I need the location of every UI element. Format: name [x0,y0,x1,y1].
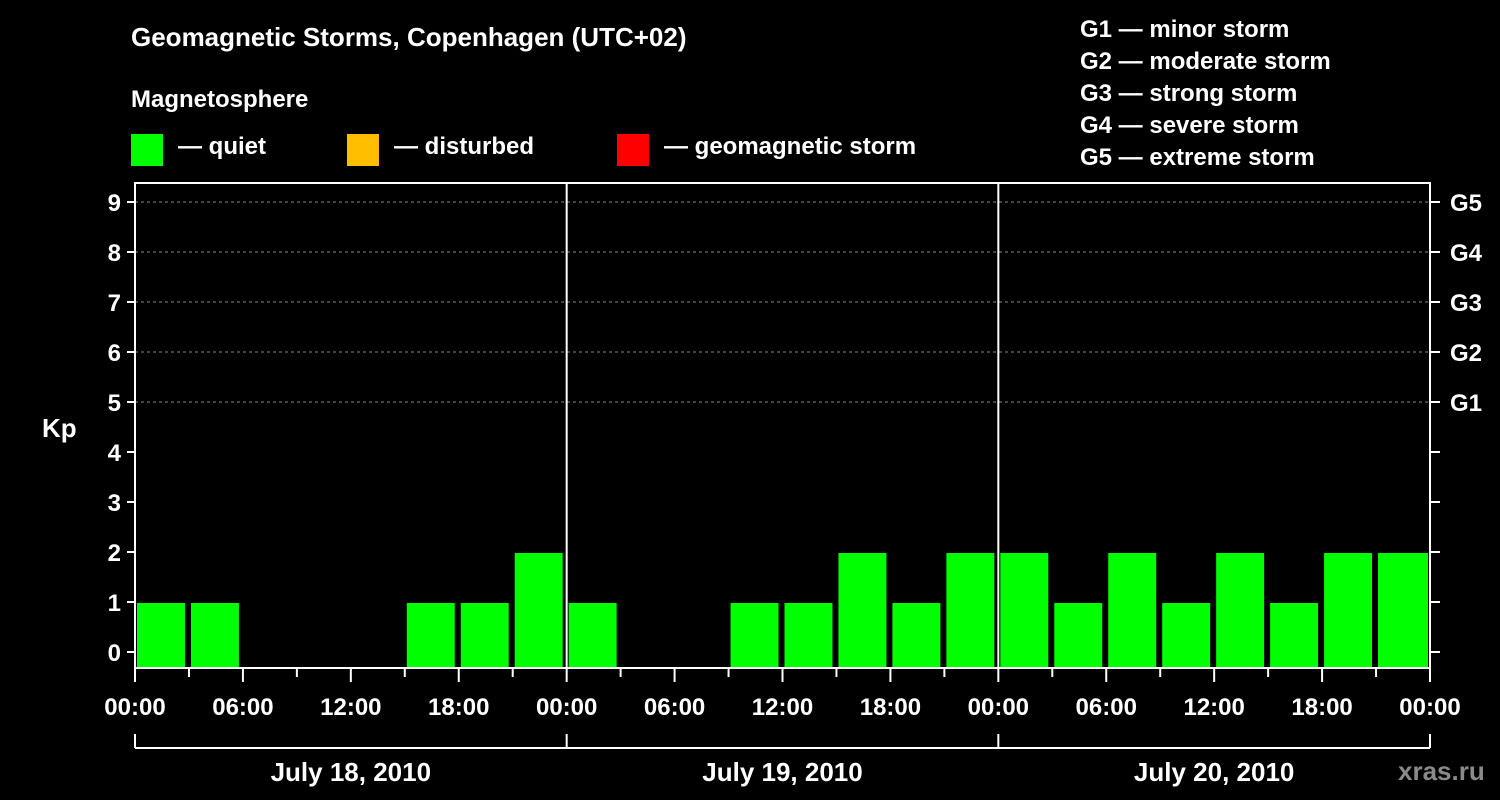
ytick-label-3: 3 [108,490,121,517]
bar-19 [1162,603,1211,668]
ytick-label-2: 2 [108,540,121,567]
ytick-label-9: 9 [108,190,121,217]
right-label-g3: G3 [1450,290,1482,317]
right-label-g1: G1 [1450,390,1482,417]
date-label-0: July 18, 2010 [271,757,431,787]
y-axis-label: Kp [42,413,77,443]
bar-13 [838,553,887,668]
bar-0 [137,603,185,668]
storm-scale-g3: G3 — strong storm [1080,80,1298,107]
bar-11 [730,603,779,668]
bar-17 [1054,603,1103,668]
storm-scale-g4: G4 — severe storm [1080,112,1299,139]
ytick-label-8: 8 [108,240,121,267]
bar-8 [568,603,617,668]
legend-swatch-storm [617,134,649,166]
bar-1 [190,603,239,668]
watermark: xras.ru [1398,756,1485,786]
legend-label-disturbed: — disturbed [394,133,535,160]
bar-6 [460,603,509,668]
xtick-label-5: 06:00 [644,694,705,721]
legend-label-quiet: — quiet [178,133,266,160]
storm-scale-g5: G5 — extreme storm [1080,144,1315,171]
ytick-label-7: 7 [108,290,121,317]
ytick-label-6: 6 [108,340,121,367]
date-label-2: July 20, 2010 [1134,757,1294,787]
chart-subtitle: Magnetosphere [131,86,309,113]
bar-7 [514,553,563,668]
xtick-label-0: 00:00 [104,694,165,721]
bar-18 [1108,553,1157,668]
xtick-label-10: 12:00 [1183,694,1244,721]
xtick-label-9: 06:00 [1076,694,1137,721]
xtick-label-1: 06:00 [212,694,273,721]
legend-swatch-disturbed [347,134,379,166]
legend-swatch-quiet [131,134,163,166]
date-label-1: July 19, 2010 [702,757,862,787]
bar-5 [406,603,455,668]
xtick-label-8: 00:00 [968,694,1029,721]
storm-scale-g1: G1 — minor storm [1080,16,1290,43]
bar-16 [1000,553,1049,668]
right-label-g2: G2 [1450,340,1482,367]
right-label-g5: G5 [1450,190,1482,217]
bar-21 [1270,603,1319,668]
ytick-label-5: 5 [108,390,121,417]
xtick-label-7: 18:00 [860,694,921,721]
bar-14 [892,603,941,668]
right-label-g4: G4 [1450,240,1483,267]
xtick-label-4: 00:00 [536,694,597,721]
xtick-label-2: 12:00 [320,694,381,721]
bar-15 [946,553,995,668]
legend-label-storm: — geomagnetic storm [664,133,917,160]
chart-title: Geomagnetic Storms, Copenhagen (UTC+02) [131,22,687,52]
bar-20 [1216,553,1265,668]
bar-22 [1324,553,1373,668]
xtick-label-11: 18:00 [1291,694,1352,721]
ytick-label-0: 0 [108,640,121,667]
xtick-label-12: 00:00 [1399,694,1460,721]
xtick-label-6: 12:00 [752,694,813,721]
ytick-label-4: 4 [108,440,122,467]
ytick-label-1: 1 [108,590,121,617]
xtick-label-3: 18:00 [428,694,489,721]
storm-scale-g2: G2 — moderate storm [1080,48,1331,75]
bar-23 [1378,553,1428,668]
bar-12 [784,603,833,668]
